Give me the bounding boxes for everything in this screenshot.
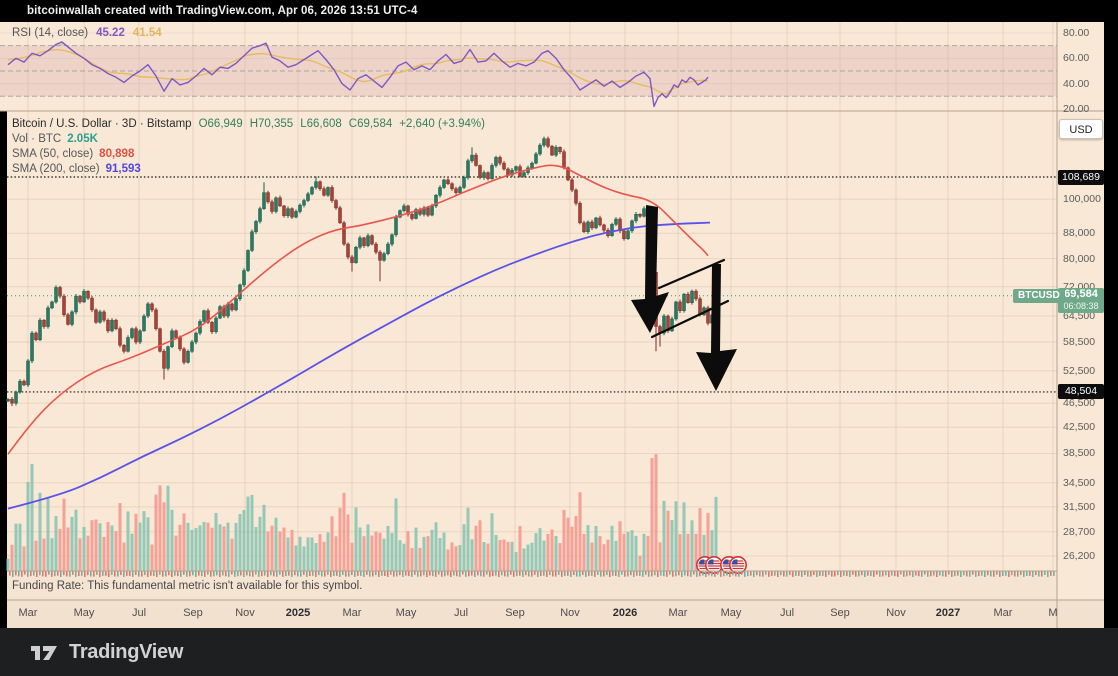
time-axis-value: Nov xyxy=(235,607,255,619)
time-axis-value: Mar xyxy=(993,607,1013,619)
price-axis-value: 46,500 xyxy=(1063,397,1096,410)
time-axis-value: Jul xyxy=(453,607,469,619)
tradingview-logo[interactable]: TradingView xyxy=(30,641,183,664)
price-axis-value: 28,700 xyxy=(1063,525,1096,538)
sma200-label: SMA (200, close) xyxy=(12,163,100,175)
time-axis-value: Mar xyxy=(18,607,38,619)
time-axis-value: 2025 xyxy=(285,607,311,619)
rsi-indicator-legend[interactable]: RSI (14, close) 45.22 41.54 xyxy=(12,27,162,39)
rsi-legend-label: RSI (14, close) xyxy=(12,27,89,39)
last-price-value: 69,584 xyxy=(1064,288,1098,300)
drawing-annotations[interactable] xyxy=(631,205,737,391)
time-axis-value: May xyxy=(720,607,742,619)
time-axis-value: Mar xyxy=(668,607,688,619)
tradingview-logo-mark xyxy=(31,645,57,660)
funding-rate-ticks xyxy=(9,571,1055,577)
ath-price-label[interactable]: 108,689 xyxy=(1058,169,1104,185)
support-price-label[interactable]: 48,504 xyxy=(1058,384,1104,400)
sma50-value: 80,898 xyxy=(99,148,135,160)
ohlc-change: +2,640 (+3.94%) xyxy=(399,118,485,130)
header-bar: bitcoinwallah created with TradingView.c… xyxy=(0,0,1118,22)
time-axis-value: Nov xyxy=(560,607,580,619)
price-axis-value: 52,500 xyxy=(1063,364,1096,377)
volume-label: Vol · BTC xyxy=(12,133,62,145)
time-axis-value: Jul xyxy=(779,607,795,619)
sma50-legend-row[interactable]: SMA (50, close) 80,898 xyxy=(12,147,485,162)
price-axis-value: 100,000 xyxy=(1063,193,1101,206)
price-axis-value: 42,500 xyxy=(1063,421,1096,434)
price-axis-value: 26,200 xyxy=(1063,550,1096,562)
symbol-title: Bitcoin / U.S. Dollar · 3D · Bitstamp xyxy=(12,118,192,130)
price-axis-value: 31,500 xyxy=(1063,500,1096,513)
price-axis-value: 64,500 xyxy=(1063,310,1096,322)
symbol-legend[interactable]: Bitcoin / U.S. Dollar · 3D · Bitstamp O66… xyxy=(12,117,485,177)
sma200-value: 91,593 xyxy=(105,163,141,175)
symbol-legend-row[interactable]: Bitcoin / U.S. Dollar · 3D · Bitstamp O66… xyxy=(12,117,485,132)
us-flag-event-icon[interactable] xyxy=(729,556,747,574)
ohlc-close: C69,584 xyxy=(348,118,393,130)
rsi-axis-value: 80.00 xyxy=(1063,27,1090,39)
time-axis-value: Jul xyxy=(131,607,147,619)
last-price-badge[interactable]: 69,584 06:08:38 xyxy=(1058,288,1104,313)
price-axis-value: 38,500 xyxy=(1063,447,1096,460)
rsi-axis-value: 60.00 xyxy=(1063,52,1090,65)
volume-legend-row[interactable]: Vol · BTC 2.05K xyxy=(12,132,485,147)
tradingview-logo-text: TradingView xyxy=(69,641,184,663)
time-axis-value: Mar xyxy=(342,607,362,619)
funding-rate-note: Funding Rate: This fundamental metric is… xyxy=(12,580,363,592)
ohlc-low: L66,608 xyxy=(300,118,342,130)
time-axis-value: 2027 xyxy=(935,607,961,619)
symbol-tag[interactable]: BTCUSD xyxy=(1013,289,1065,303)
rsi-smoothed-value: 41.54 xyxy=(132,27,162,39)
ohlc-high: H70,355 xyxy=(249,118,294,130)
price-axis-value: 88,000 xyxy=(1063,227,1096,240)
sma200-legend-row[interactable]: SMA (200, close) 91,593 xyxy=(12,162,485,177)
volume-bars xyxy=(6,454,718,571)
footer-bar: TradingView xyxy=(0,628,1118,676)
price-axis-value: 80,000 xyxy=(1063,252,1096,265)
header-title: bitcoinwallah created with TradingView.c… xyxy=(27,5,418,17)
time-axis-value: M xyxy=(1048,607,1058,619)
time-axis-value: May xyxy=(73,607,95,619)
time-axis-value: Sep xyxy=(830,607,850,619)
down-arrow-drawing xyxy=(631,205,669,333)
rsi-axis-value: 40.00 xyxy=(1063,77,1090,90)
ohlc-open: O66,949 xyxy=(198,118,243,130)
time-axis-value: Sep xyxy=(183,607,203,619)
bar-countdown: 06:08:38 xyxy=(1063,301,1099,311)
time-axis-value: Nov xyxy=(886,607,906,619)
rsi-value: 45.22 xyxy=(96,27,125,39)
price-axis-value: 34,500 xyxy=(1063,476,1096,489)
volume-value: 2.05K xyxy=(67,133,98,145)
rsi-axis-value: 20.00 xyxy=(1063,102,1090,115)
sma50-label: SMA (50, close) xyxy=(12,148,94,160)
currency-toggle-button[interactable]: USD xyxy=(1059,119,1103,139)
time-axis-value: Sep xyxy=(505,607,525,619)
time-axis-value: May xyxy=(395,607,417,619)
down-arrow-drawing xyxy=(696,264,737,391)
time-axis-value: 2026 xyxy=(612,607,638,619)
price-axis-value: 58,500 xyxy=(1063,336,1096,349)
